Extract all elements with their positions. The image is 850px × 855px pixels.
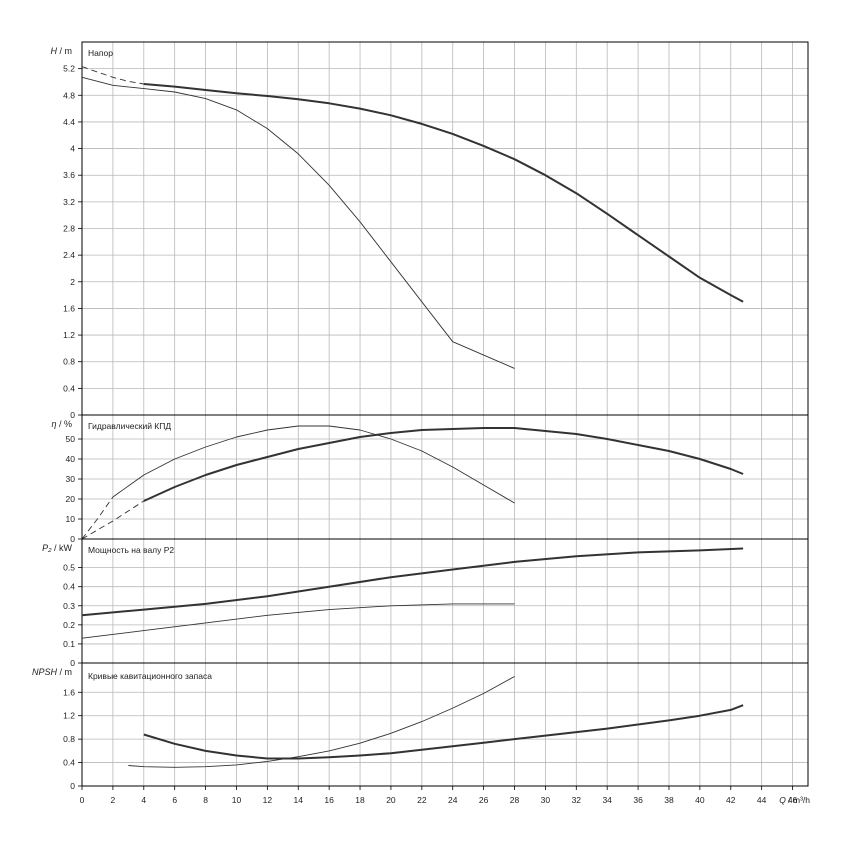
y-tick-label-0: 4.4 [63,117,75,127]
y-tick-label-2: 0.3 [63,601,75,611]
y-axis-unit: / kW [52,543,73,553]
y-tick-label-1: 40 [66,454,76,464]
panel-title-2: Мощность на валу P2 [88,545,174,555]
y-tick-label-1: 10 [66,514,76,524]
x-tick-label: 22 [417,795,427,805]
x-tick-label: 42 [726,795,736,805]
x-tick-label: 8 [203,795,208,805]
series-curve-thin [128,676,515,768]
y-tick-label-1: 30 [66,474,76,484]
series-curve-thick [143,427,744,502]
y-axis-symbol: H [51,46,58,56]
x-tick-label: 26 [479,795,489,805]
x-tick-label: 18 [355,795,365,805]
x-axis-symbol: Q [779,795,786,805]
x-tick-label: 36 [633,795,643,805]
y-tick-label-0: 0 [70,410,75,420]
y-axis-unit: / % [56,419,72,429]
y-axis-label-0: H / m [51,46,73,56]
panel-title-1: Гидравлический КПД [88,421,171,431]
panel-frame-2 [81,538,809,664]
y-tick-label-0: 0.4 [63,383,75,393]
y-tick-label-1: 0 [70,534,75,544]
panel-frame-1 [81,414,809,540]
x-tick-label: 16 [324,795,334,805]
y-tick-label-0: 3.6 [63,170,75,180]
y-tick-label-0: 4 [70,144,75,154]
x-tick-label: 34 [602,795,612,805]
x-tick-label: 38 [664,795,674,805]
x-tick-label: 6 [172,795,177,805]
x-tick-label: 0 [80,795,85,805]
y-tick-label-0: 4.8 [63,90,75,100]
x-tick-label: 44 [757,795,767,805]
panel-frame-3 [81,662,809,787]
y-axis-label-3: NPSH / m [32,667,72,677]
x-tick-label: 4 [141,795,146,805]
y-tick-label-3: 0.4 [63,758,75,768]
y-tick-label-1: 20 [66,494,76,504]
y-tick-label-2: 0.5 [63,563,75,573]
series-curve-thin [81,603,515,639]
y-axis-label-2: P₂ / kW [42,543,72,553]
y-tick-label-2: 0.2 [63,620,75,630]
x-tick-label: 2 [111,795,116,805]
series-curve-thick [143,704,744,760]
y-axis-unit: / m [57,46,72,56]
x-tick-label: 32 [572,795,582,805]
y-tick-label-0: 3.2 [63,197,75,207]
series-curve-thin [81,76,515,369]
x-tick-label: 40 [695,795,705,805]
series-curve-thick [81,547,744,617]
y-tick-label-0: 2 [70,277,75,287]
y-axis-symbol: NPSH [32,667,58,677]
series-lead-dashed [81,496,114,540]
y-tick-label-1: 50 [66,434,76,444]
series-lead-dashed [81,500,145,540]
x-tick-label: 12 [263,795,273,805]
panel-title-0: Напор [88,48,113,58]
x-axis-label: Q / m³/h [779,795,810,805]
series-lead-dashed [81,66,144,85]
y-tick-label-0: 1.2 [63,330,75,340]
y-tick-label-3: 0 [70,781,75,791]
panel-title-3: Кривые кавитационного запаса [88,671,212,681]
x-tick-label: 28 [510,795,520,805]
x-tick-label: 24 [448,795,458,805]
y-tick-label-3: 1.6 [63,687,75,697]
x-tick-label: 10 [232,795,242,805]
series-curve-thick [143,83,744,303]
y-axis-label-1: η / % [51,419,72,429]
y-tick-label-2: 0.1 [63,639,75,649]
x-tick-label: 30 [541,795,551,805]
y-axis-symbol: η [51,419,56,429]
y-tick-label-0: 1.6 [63,303,75,313]
y-tick-label-2: 0.4 [63,582,75,592]
y-tick-label-3: 0.8 [63,734,75,744]
y-tick-label-0: 5.2 [63,64,75,74]
y-tick-label-0: 2.4 [63,250,75,260]
x-axis-unit: / m³/h [786,795,810,805]
x-tick-label: 20 [386,795,396,805]
series-curve-thin [112,425,515,504]
y-tick-label-0: 0.8 [63,357,75,367]
y-axis-symbol: P₂ [42,543,52,553]
x-tick-label: 46 [788,795,798,805]
y-tick-label-0: 2.8 [63,224,75,234]
x-tick-label: 14 [294,795,304,805]
y-tick-label-2: 0 [70,658,75,668]
y-tick-label-3: 1.2 [63,711,75,721]
y-axis-unit: / m [57,667,72,677]
